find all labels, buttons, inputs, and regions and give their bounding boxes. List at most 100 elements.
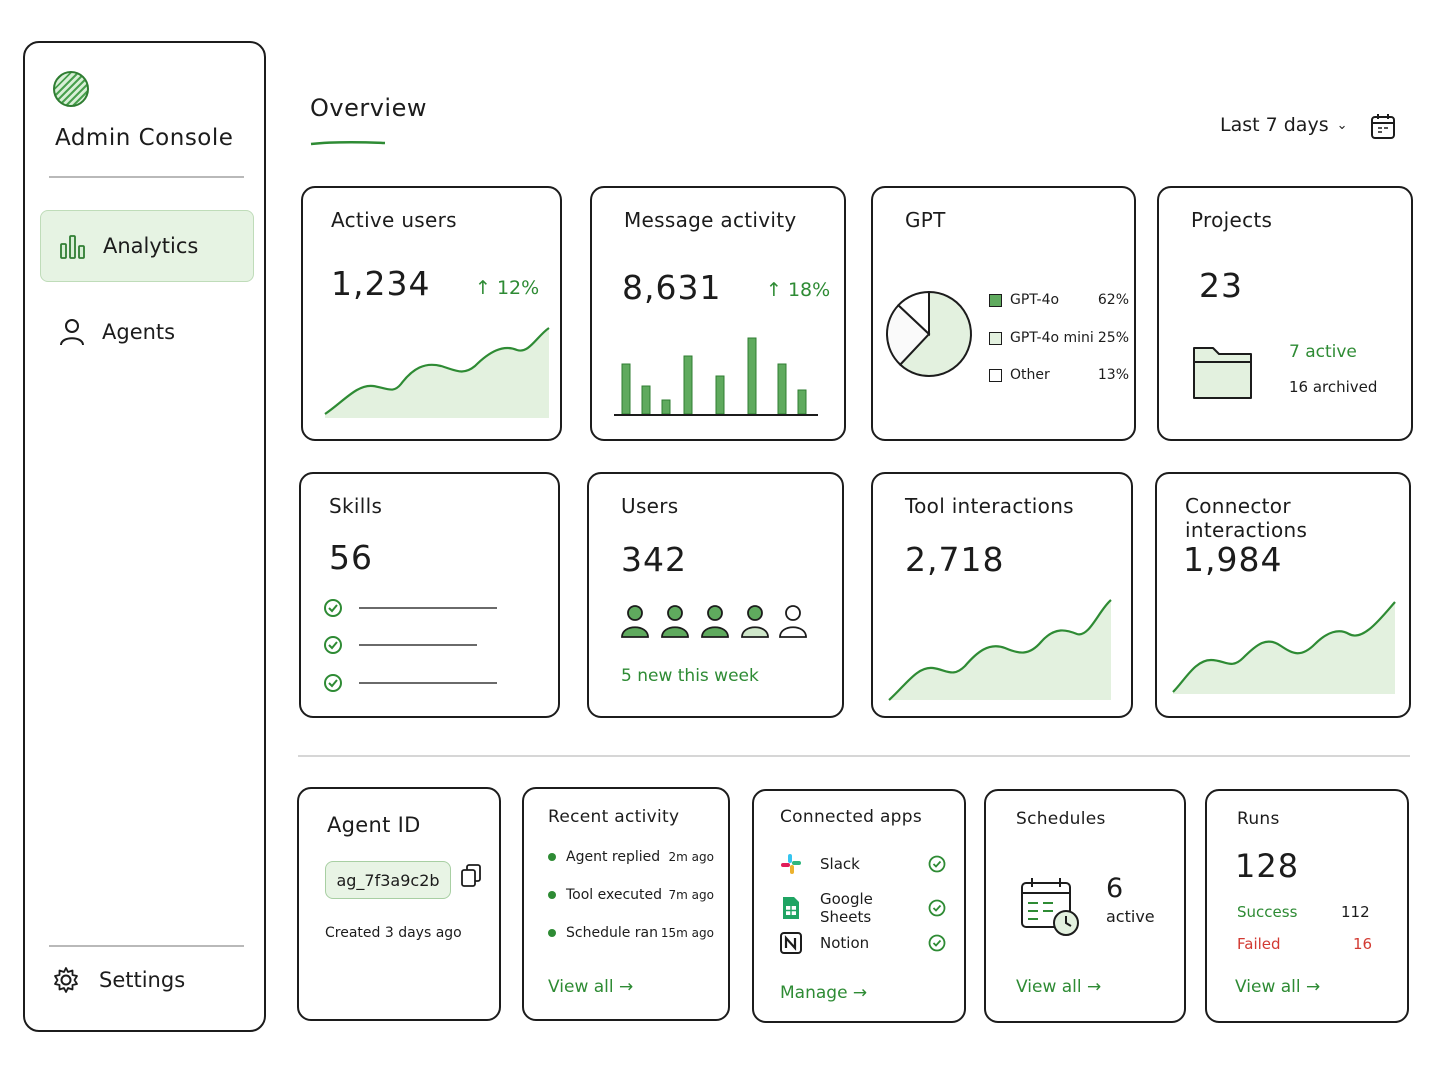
agent-id-value[interactable]: ag_7f3a9c2b [325,861,451,899]
logo [53,71,89,107]
date-range-select[interactable]: Last 7 days ⌄ [1220,114,1348,136]
projects-value: 23 [1199,266,1243,305]
skill-row [323,673,497,693]
chevron-down-icon: ⌄ [1336,117,1348,133]
activity-time: 2m ago [668,850,714,864]
bar-chart-icon [57,230,89,262]
card-title: Projects [1191,208,1273,232]
slack-icon [778,851,804,877]
card-title: Message activity [624,208,797,232]
manage-apps-link[interactable]: Manage → [780,983,868,1003]
calendar-button[interactable] [1370,112,1396,140]
app-name: Google Sheets [820,890,873,926]
settings-label: Settings [99,968,186,992]
schedules-view-all-link[interactable]: View all → [1016,977,1102,997]
recent-activity-view-all-link[interactable]: View all → [548,977,634,997]
card-title: Runs [1237,809,1280,829]
date-range-label: Last 7 days [1220,114,1329,136]
users-new-this-week: 5 new this week [621,666,759,686]
activity-item: Agent replied 2m ago [548,849,714,865]
title-underline [310,141,386,146]
skill-placeholder-line [359,607,497,609]
message-activity-delta: ↑ 18% [766,279,831,301]
pie-slice-gpt-4o-mini [886,303,931,367]
runs-value: 128 [1235,847,1300,885]
legend-item-gpt-4o: GPT-4o 62% [989,292,1129,308]
activity-text: Agent replied [566,849,661,865]
message-activity-card[interactable]: Message activity 8,631 ↑ 18% [590,186,846,441]
google-sheets-icon [778,895,804,921]
skill-row [323,635,477,655]
card-title: Connector interactions [1185,494,1308,542]
gear-icon [51,965,81,995]
legend-label: GPT-4o [1010,292,1060,308]
copy-icon [461,864,481,887]
card-title: Schedules [1016,809,1106,829]
gpt-card[interactable]: GPT GPT-4o 62% GPT-4o mini 25% Other 13% [871,186,1136,441]
message-activity-bar-chart [614,337,818,416]
app-name: Notion [820,934,870,952]
page-title: Overview [310,94,427,122]
app-title: Admin Console [55,125,234,151]
card-title: Tool interactions [905,494,1074,518]
calendar-icon [1371,114,1395,139]
connector-interactions-card[interactable]: Connector interactions 1,984 [1155,472,1411,718]
tool-interactions-sparkline [888,599,1112,701]
pie-slice-gpt-4o [898,290,972,377]
legend-value: 62% [1097,292,1129,308]
connector-interactions-value: 1,984 [1183,540,1283,579]
agent-id-card: Agent ID ag_7f3a9c2b Created 3 days ago [297,787,501,1021]
app-row-notion[interactable]: Notion [778,930,946,956]
status-dot [548,929,556,937]
users-value: 342 [621,540,687,579]
skill-placeholder-line [359,644,477,646]
copy-button[interactable] [459,863,483,889]
skills-card[interactable]: Skills 56 [299,472,560,718]
skill-row [323,598,497,618]
app-name: Slack [820,855,860,873]
sidebar-divider [49,945,244,947]
app-row-google-sheets[interactable]: Google Sheets [778,890,946,926]
schedules-card: Schedules 6 active View all → [984,789,1186,1023]
card-title: Skills [329,494,383,518]
card-title: Recent activity [548,807,680,827]
agent-created: Created 3 days ago [325,925,462,941]
sidebar-item-analytics[interactable]: Analytics [40,210,254,282]
legend-item-other: Other 13% [989,367,1129,383]
section-divider [298,755,1410,757]
connected-apps-card: Connected apps Slack Google Sheets [752,789,966,1023]
sidebar-item-agents[interactable]: Agents [40,296,254,368]
folder-icon [1193,347,1252,399]
status-dot [548,891,556,899]
check-circle-icon [324,674,342,692]
person-icon [56,316,88,348]
legend-label: Other [1010,367,1050,383]
runs-view-all-link[interactable]: View all → [1235,977,1321,997]
tool-interactions-card[interactable]: Tool interactions 2,718 [871,472,1133,718]
legend-swatch [989,293,1002,307]
activity-text: Tool executed [566,887,663,903]
active-users-delta: ↑ 12% [475,277,540,299]
skill-placeholder-line [359,682,497,684]
legend-value: 13% [1097,367,1129,383]
legend-swatch [989,331,1002,345]
app-row-slack[interactable]: Slack [778,851,946,877]
active-users-sparkline [324,327,550,418]
users-card[interactable]: Users 342 5 new this week [587,472,844,718]
legend-label: GPT-4o mini [1010,330,1094,346]
sidebar-item-label: Agents [102,320,176,344]
notion-icon [778,930,804,956]
check-circle-icon [928,899,946,917]
card-title: Users [621,494,679,518]
connector-interactions-sparkline [1172,601,1396,694]
projects-card[interactable]: Projects 23 7 active 16 archived [1157,186,1413,441]
activity-time: 7m ago [668,888,714,902]
active-users-value: 1,234 [331,264,431,303]
active-users-card[interactable]: Active users 1,234 ↑ 12% [301,186,562,441]
settings-button[interactable]: Settings [51,965,185,995]
runs-success-value: 112 [1341,903,1370,921]
projects-active: 7 active [1289,342,1357,362]
activity-time: 15m ago [660,926,714,940]
legend-swatch [989,368,1002,382]
activity-text: Schedule ran [566,925,658,941]
